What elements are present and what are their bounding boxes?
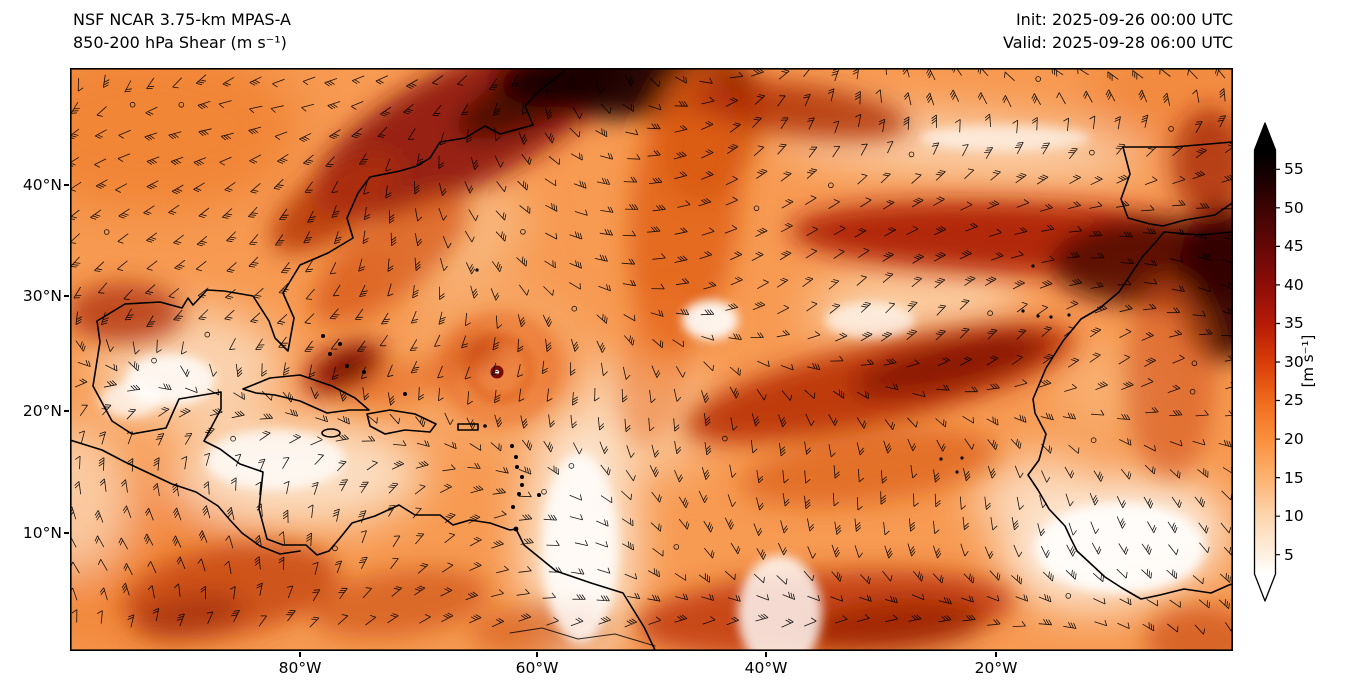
- y-axis-tick: [64, 184, 69, 186]
- colorbar-units-label: [m s⁻¹]: [1299, 334, 1317, 388]
- colorbar-tick-15: 15: [1284, 469, 1304, 487]
- init-time: Init: 2025-09-26 00:00 UTC: [1015, 10, 1233, 29]
- tropical-cyclone-marker: [490, 365, 504, 379]
- plot-title: NSF NCAR 3.75-km MPAS-A 850-200 hPa Shea…: [73, 8, 291, 54]
- colorbar-tick-10: 10: [1284, 507, 1304, 525]
- y-tick-label-10n: 10°N: [22, 524, 62, 542]
- run-info: Init: 2025-09-26 00:00 UTC Valid: 2025-0…: [1003, 8, 1233, 54]
- colorbar-tick-50: 50: [1284, 199, 1304, 217]
- map-border: [70, 68, 1233, 651]
- colorbar-tick-30: 30: [1284, 353, 1304, 371]
- colorbar-tick-25: 25: [1284, 391, 1304, 409]
- colorbar-ticks: [1276, 168, 1280, 556]
- y-tick-label-40n: 40°N: [22, 176, 62, 194]
- shear-field: [70, 68, 1233, 651]
- colorbar-tick-40: 40: [1284, 276, 1304, 294]
- y-tick-label-20n: 20°N: [22, 402, 62, 420]
- colorbar-tick-35: 35: [1284, 314, 1304, 332]
- shear-map: [70, 68, 1233, 651]
- colorbar-gradient: [1253, 122, 1277, 602]
- valid-time: Valid: 2025-09-28 06:00 UTC: [1002, 33, 1233, 52]
- island-dots: [321, 264, 1071, 532]
- coastlines: [70, 68, 1233, 651]
- field-name: 850-200 hPa Shear (m s⁻¹): [73, 33, 287, 52]
- wind-barbs: [70, 68, 1233, 635]
- y-axis-tick: [64, 295, 69, 297]
- x-axis-tick: [765, 652, 767, 657]
- map-panel: [70, 68, 1233, 651]
- model-name: NSF NCAR 3.75-km MPAS-A: [73, 10, 291, 29]
- colorbar-tick-45: 45: [1284, 237, 1304, 255]
- y-axis-tick: [64, 532, 69, 534]
- x-tick-label-80w: 80°W: [278, 659, 322, 677]
- y-axis-tick: [64, 410, 69, 412]
- colorbar-tick-55: 55: [1284, 160, 1304, 178]
- x-axis-tick: [299, 652, 301, 657]
- y-tick-label-30n: 30°N: [22, 287, 62, 305]
- colorbar: [1253, 122, 1280, 602]
- colorbar-tick-5: 5: [1284, 546, 1294, 564]
- x-tick-label-60w: 60°W: [515, 659, 559, 677]
- x-tick-label-20w: 20°W: [974, 659, 1018, 677]
- colorbar-tick-20: 20: [1284, 430, 1304, 448]
- x-axis-tick: [995, 652, 997, 657]
- x-axis-tick: [536, 652, 538, 657]
- x-tick-label-40w: 40°W: [744, 659, 788, 677]
